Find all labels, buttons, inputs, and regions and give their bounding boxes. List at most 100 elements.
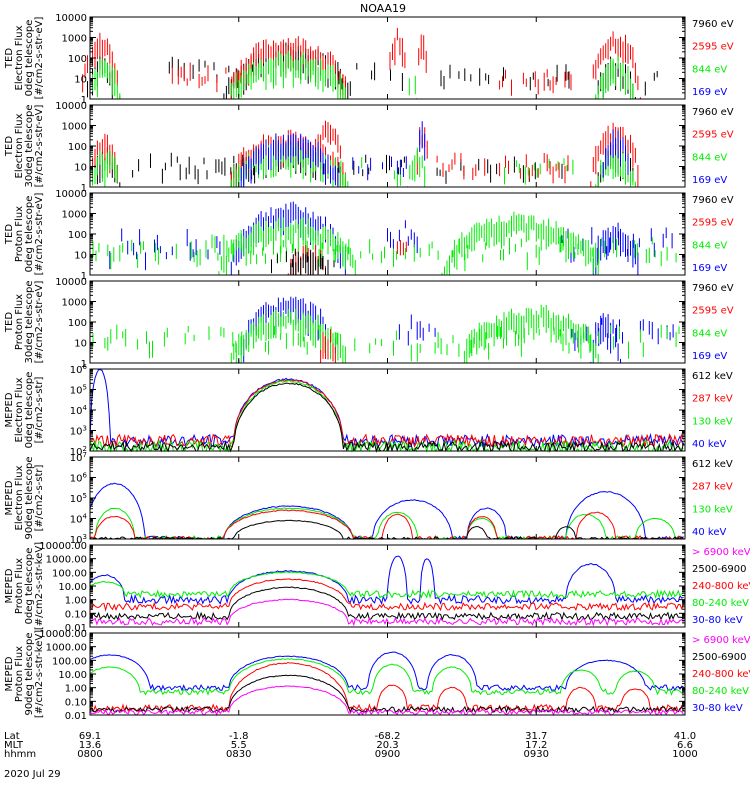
y-tick-label: 1 bbox=[81, 183, 87, 194]
legend-entry: 2595 eV bbox=[692, 306, 734, 317]
footer-mlt-value: 17.2 bbox=[525, 740, 547, 751]
legend-entry: 2595 eV bbox=[692, 218, 734, 229]
series-spikes-blue bbox=[238, 121, 629, 187]
y-axis-label-line: [#/cm2-s-str-eV] bbox=[34, 193, 45, 276]
y-tick-exponent: 5 bbox=[83, 492, 87, 500]
series-magenta bbox=[89, 598, 684, 627]
y-axis-label-line: Proton Flux bbox=[14, 206, 25, 262]
y-tick-label: 106 bbox=[70, 472, 88, 485]
legend-entry: 130 keV bbox=[692, 504, 733, 515]
footer-mlt-value: 20.3 bbox=[376, 740, 398, 751]
legend-entry: 130 keV bbox=[692, 416, 733, 427]
footer-lat-value: 69.1 bbox=[79, 731, 101, 742]
y-axis-label: TEDProton Flux30deg telescope[#/cm2-s-st… bbox=[4, 280, 45, 363]
panel-8: 0.010.101.0010.00100.001000.0010000.00ME… bbox=[4, 629, 750, 722]
y-tick-label: 105 bbox=[70, 492, 87, 505]
y-axis-label-line: [#/cm2-s-str-eV] bbox=[34, 281, 45, 364]
y-axis-label-line: [#/cm2-s-str-keV] bbox=[34, 542, 45, 630]
series-red bbox=[79, 27, 641, 99]
y-tick-label: 103 bbox=[70, 425, 87, 438]
panel-frame bbox=[89, 16, 686, 100]
legend-entry: 287 keV bbox=[692, 482, 733, 493]
panel-frame bbox=[89, 456, 686, 540]
footer-hhmm-value: 0900 bbox=[375, 749, 400, 760]
y-axis-label-line: [#/cm2-s-str-eV] bbox=[34, 105, 45, 188]
y-axis-label-line: Electron Flux bbox=[14, 25, 25, 90]
legend-entry: 7960 eV bbox=[692, 283, 734, 294]
y-tick-label: 10.00 bbox=[58, 670, 87, 681]
y-tick-exponent: 4 bbox=[83, 404, 88, 412]
footer-lat-value: 41.0 bbox=[674, 731, 696, 742]
series-line-blue bbox=[89, 555, 684, 606]
footer-mlt-value: 13.6 bbox=[79, 740, 101, 751]
y-tick-label: 100 bbox=[68, 318, 87, 329]
legend-entry: > 6900 keV bbox=[692, 547, 750, 558]
footer-lat-value: 31.7 bbox=[525, 731, 547, 742]
series-spikes-red bbox=[320, 329, 336, 363]
series-red bbox=[89, 662, 684, 714]
footer-mlt-value: 5.5 bbox=[231, 740, 247, 751]
y-tick-exponent: 6 bbox=[83, 472, 88, 480]
series-line-green bbox=[89, 658, 684, 696]
y-tick-label: 104 bbox=[70, 404, 88, 417]
y-tick-label: 1 bbox=[81, 95, 87, 106]
series-line-magenta bbox=[89, 685, 684, 717]
series-black bbox=[89, 674, 684, 714]
y-tick-label: 107 bbox=[70, 451, 87, 464]
y-axis-label-line: 0deg telescope bbox=[24, 548, 35, 625]
panel-7: 0.010.101.0010.00100.001000.0010000.00ME… bbox=[4, 541, 750, 634]
series-line-red bbox=[89, 509, 684, 540]
series-blue bbox=[89, 368, 684, 449]
y-axis-label-line: 0deg telescope bbox=[24, 20, 35, 97]
y-tick-label: 0.01 bbox=[65, 623, 87, 634]
series-green bbox=[92, 211, 677, 275]
y-axis-label-line: TED bbox=[4, 136, 15, 157]
footer-hhmm-value: 0800 bbox=[77, 749, 102, 760]
y-axis-label-line: MEPED bbox=[4, 480, 15, 515]
footer-hhmm-value: 0930 bbox=[524, 749, 549, 760]
y-axis-label-line: 30deg telescope bbox=[24, 104, 35, 187]
legend-entry: 2595 eV bbox=[692, 42, 734, 53]
legend-entry: 844 eV bbox=[692, 240, 727, 251]
footer-lat-value: -1.8 bbox=[229, 731, 249, 742]
y-axis-label: MEPEDElectron Flux90deg telescope[#/cm2-… bbox=[4, 456, 45, 539]
y-tick-label: 10 bbox=[74, 75, 87, 86]
y-axis-label-line: 0deg telescope bbox=[24, 372, 35, 449]
y-tick-label: 1000 bbox=[62, 210, 87, 221]
y-axis-label-line: TED bbox=[4, 224, 15, 245]
y-tick-label: 1.00 bbox=[65, 684, 87, 695]
y-tick-label: 105 bbox=[70, 384, 87, 397]
series-blue bbox=[238, 296, 674, 363]
y-axis-label-line: Proton Flux bbox=[14, 558, 25, 614]
series-line-blue bbox=[89, 368, 684, 449]
y-axis-label-line: [#/cm2-s-str-keV] bbox=[34, 630, 45, 718]
series-red bbox=[320, 329, 336, 363]
legend-entry: 240-800 keV bbox=[692, 669, 750, 680]
series-spikes-blue bbox=[109, 201, 673, 275]
series-green bbox=[89, 658, 684, 696]
series-line-green bbox=[89, 571, 684, 600]
y-tick-label: 104 bbox=[70, 513, 88, 526]
series-black bbox=[89, 382, 684, 453]
y-tick-label: 100 bbox=[68, 54, 87, 65]
legend-entry: 30-80 keV bbox=[692, 703, 743, 714]
legend-entry: 844 eV bbox=[692, 64, 727, 75]
legend-entry: 240-800 keV bbox=[692, 581, 750, 592]
legend-entry: 169 eV bbox=[692, 351, 727, 362]
y-axis-label: MEPEDElectron Flux0deg telescope[#/cm2-s… bbox=[4, 372, 45, 449]
series-line-blue bbox=[89, 482, 684, 541]
legend-entry: 7960 eV bbox=[692, 195, 734, 206]
y-tick-label: 0.01 bbox=[65, 711, 87, 722]
y-tick-label: 1 bbox=[81, 271, 87, 282]
y-axis-label-line: TED bbox=[4, 48, 15, 69]
series-spikes-red bbox=[79, 27, 641, 99]
y-tick-label: 0.10 bbox=[65, 609, 87, 620]
legend-entry: 80-240 keV bbox=[692, 598, 749, 609]
legend-entry: 169 eV bbox=[692, 87, 727, 98]
y-axis-label-line: TED bbox=[4, 312, 15, 333]
legend-entry: 30-80 keV bbox=[692, 615, 743, 626]
